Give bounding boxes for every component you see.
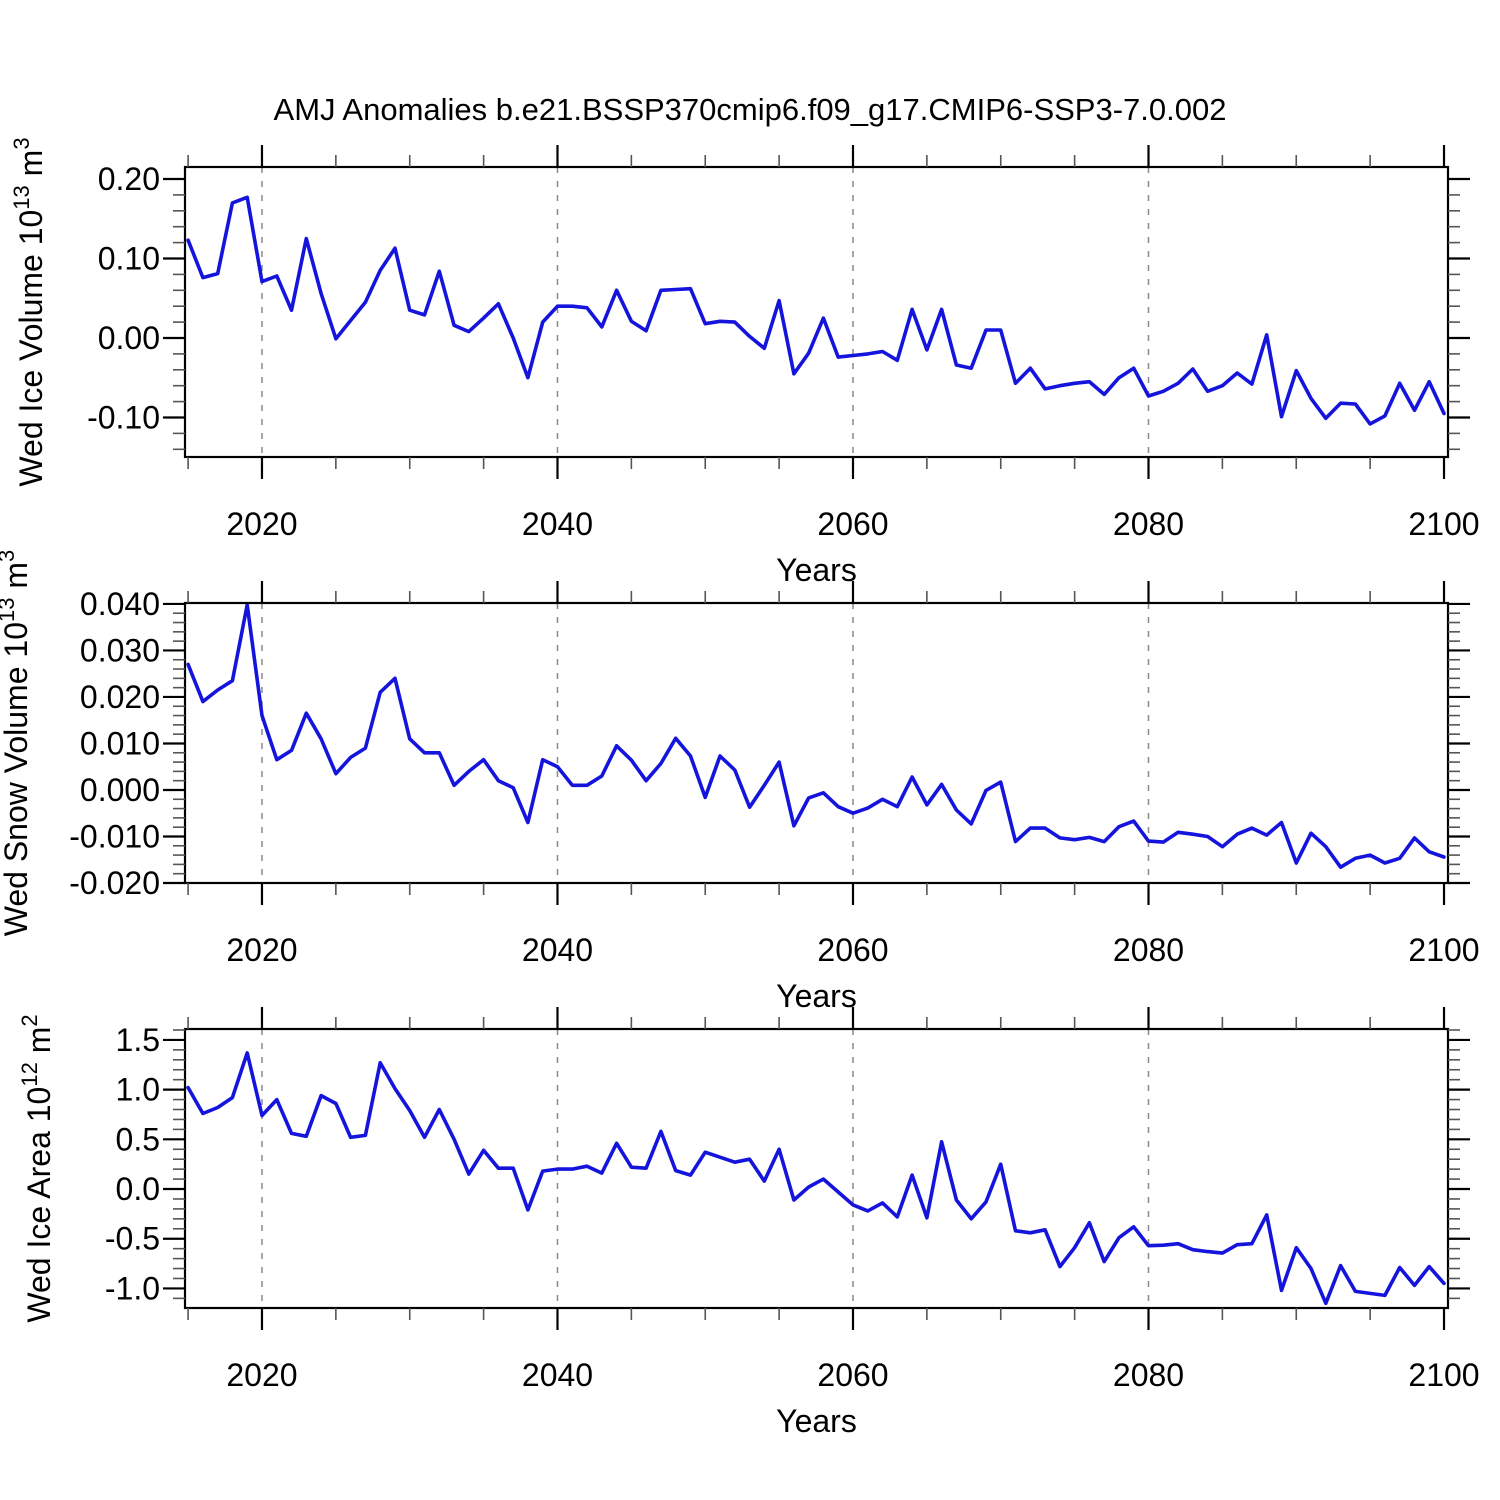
x-tick-label: 2040 <box>522 1357 593 1393</box>
y-tick-label: -1.0 <box>105 1270 160 1306</box>
x-tick-label: 2040 <box>522 932 593 968</box>
panel-2: 2020 2040 2060 2080 2100 Years -0.020 -0.010 0.0… <box>0 550 1480 1014</box>
y-tick-label: 0.5 <box>116 1121 160 1157</box>
y-tick-label: 0.030 <box>80 632 160 668</box>
y-tick-label: 0.000 <box>80 772 160 808</box>
y-axis-label: Wed Ice Volume 1013 m3 <box>9 137 49 486</box>
y-tick-label: -0.10 <box>87 399 160 435</box>
y-tick-label: 1.0 <box>116 1072 160 1108</box>
y-tick-label: 0.10 <box>98 240 160 276</box>
x-tick-label: 2080 <box>1113 1357 1184 1393</box>
y-axis-label-text: m <box>0 562 34 598</box>
y-axis-label-superscript: 3 <box>0 550 19 562</box>
plot-frame <box>183 165 1450 459</box>
y-axis-label-superscript: 13 <box>9 185 34 209</box>
x-tick-label: 2080 <box>1113 506 1184 542</box>
x-tick-label: 2060 <box>817 1357 888 1393</box>
y-axis-label: Wed Snow Volume 1013 m3 <box>0 550 34 937</box>
wed-ice-volume-line <box>186 195 1446 426</box>
x-tick-label: 2100 <box>1408 1357 1479 1393</box>
x-tick-label: 2060 <box>817 932 888 968</box>
y-tick-label: 0.00 <box>98 320 160 356</box>
y-tick-label: -0.020 <box>69 865 160 901</box>
panel-1: 2020 2040 2060 2080 2100 Years -0.10 0.00 0.10 0.… <box>9 137 1480 588</box>
y-tick-label: 0.040 <box>80 586 160 622</box>
panel-3: 2020 2040 2060 2080 2100 Years -1.0 -0.5 0.0 0.5 1… <box>17 1007 1480 1439</box>
y-tick-label: 0.010 <box>80 725 160 761</box>
y-tick-label: -0.5 <box>105 1221 160 1257</box>
y-axis-label: Wed Ice Area 1012 m2 <box>17 1014 57 1322</box>
x-tick-label: 2020 <box>226 932 297 968</box>
x-tick-label: 2040 <box>522 506 593 542</box>
y-tick-label: 1.5 <box>116 1022 160 1058</box>
plot-frame <box>183 601 1450 885</box>
y-axis-label-text: Wed Snow Volume 10 <box>0 622 34 936</box>
x-tick-label: 2020 <box>226 1357 297 1393</box>
x-axis-label: Years <box>776 978 857 1014</box>
y-axis-label-superscript: 13 <box>0 598 19 622</box>
wed-ice-area-line <box>186 1051 1446 1306</box>
y-tick-label: 0.0 <box>116 1171 160 1207</box>
y-tick-label: -0.010 <box>69 818 160 854</box>
y-axis-label-superscript: 3 <box>9 137 34 149</box>
x-tick-label: 2080 <box>1113 932 1184 968</box>
y-axis-label-superscript: 12 <box>17 1062 42 1086</box>
y-axis-label-text: Wed Ice Area 10 <box>21 1087 57 1323</box>
x-axis-label: Years <box>776 552 857 588</box>
y-tick-label: 0.20 <box>98 161 160 197</box>
y-axis-label-text: Wed Ice Volume 10 <box>13 210 49 487</box>
x-tick-label: 2100 <box>1408 506 1479 542</box>
x-tick-label: 2060 <box>817 506 888 542</box>
chart-title: AMJ Anomalies b.e21.BSSP370cmip6.f09_g17… <box>273 92 1227 127</box>
wed-snow-volume-line <box>186 603 1446 870</box>
y-axis-label-superscript: 2 <box>17 1014 42 1026</box>
y-axis-label-text: m <box>21 1027 57 1063</box>
y-tick-label: 0.020 <box>80 679 160 715</box>
y-axis-label-text: m <box>13 150 49 186</box>
x-axis-label: Years <box>776 1403 857 1439</box>
x-tick-label: 2020 <box>226 506 297 542</box>
x-tick-label: 2100 <box>1408 932 1479 968</box>
plot-frame <box>183 1027 1450 1310</box>
